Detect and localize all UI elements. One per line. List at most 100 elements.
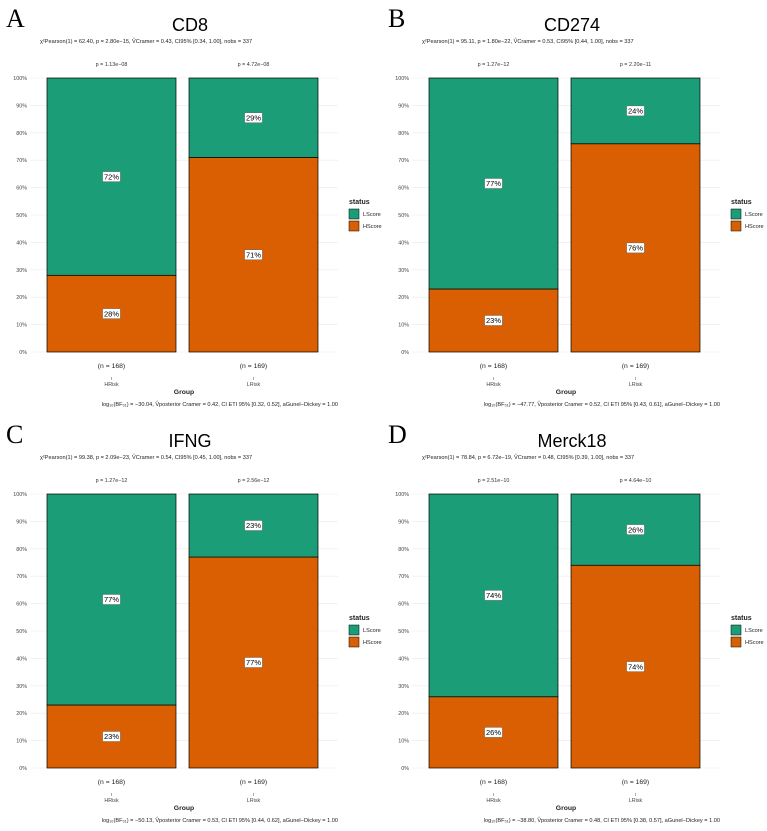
data-label: 29% [246, 113, 261, 122]
y-tick-label: 10% [398, 323, 409, 329]
chart-footer: log₁₀(BF₀₁) = −50.13, V̂posterior Cramer… [102, 817, 338, 824]
panel-letter: A [6, 4, 25, 33]
y-tick-label: 100% [395, 76, 409, 82]
data-label: 74% [486, 591, 501, 600]
data-label-box [626, 242, 645, 254]
y-tick-label: 60% [16, 602, 27, 608]
p-value-label: p = 1.27e−12 [478, 62, 510, 68]
x-axis-title: Group [556, 389, 576, 396]
data-label: 23% [104, 732, 119, 741]
data-label: 71% [246, 250, 261, 259]
data-label: 77% [486, 179, 501, 188]
p-value-label: p = 4.72e−08 [238, 62, 270, 68]
y-tick-label: 70% [16, 574, 27, 580]
chart-subtitle: χ²Pearson(1) = 78.84, p = 6.72e−19, V̂Cr… [422, 454, 634, 461]
y-tick-label: 20% [398, 711, 409, 717]
data-label: 76% [628, 244, 643, 253]
y-tick-label: 10% [16, 323, 27, 329]
p-value-label: p = 2.51e−10 [478, 478, 510, 484]
chart-title: Merck18 [537, 431, 606, 451]
data-label: 23% [246, 521, 261, 530]
y-tick-label: 100% [13, 76, 27, 82]
y-tick-label: 0% [19, 350, 27, 356]
panel-letter: D [388, 420, 407, 449]
legend-title: status [731, 199, 752, 206]
x-axis-title: Group [556, 805, 576, 812]
legend-swatch-hscore [348, 636, 360, 648]
legend-swatch-lscore [348, 624, 360, 636]
n-label: (n = 168) [480, 363, 507, 370]
legend-title: status [731, 615, 752, 622]
data-label: 77% [246, 658, 261, 667]
panel-d: D Merck18 χ²Pearson(1) = 78.84, p = 6.72e−… [388, 420, 764, 824]
data-label-box [244, 520, 263, 531]
y-tick-label: 50% [16, 629, 27, 635]
y-tick-label: 70% [16, 158, 27, 164]
data-label-box [626, 661, 645, 672]
chart-footer: log₁₀(BF₀₁) = −38.80, V̂posterior Cramer… [484, 817, 720, 824]
data-label-box [484, 178, 503, 189]
y-tick-label: 80% [16, 547, 27, 553]
legend-swatch-lscore [348, 208, 360, 220]
data-label-box [102, 308, 121, 319]
data-label-box [484, 727, 503, 738]
data-label-box [102, 731, 121, 742]
y-tick-label: 40% [16, 656, 27, 662]
chart-subtitle: χ²Pearson(1) = 99.38, p = 2.09e−23, V̂Cr… [40, 454, 252, 461]
legend-label-hscore: HScore [363, 640, 382, 646]
data-label-box [102, 171, 121, 182]
chart-title: IFNG [169, 431, 212, 451]
x-tick-label: HRisk [104, 382, 119, 388]
x-tick-label: LRisk [247, 798, 261, 804]
p-value-label: p = 2.56e−12 [238, 478, 270, 484]
n-label: (n = 169) [240, 779, 267, 786]
p-value-label: p = 2.20e−11 [620, 62, 651, 68]
y-tick-label: 10% [16, 739, 27, 745]
legend-label-lscore: LScore [363, 212, 381, 218]
legend-title: status [349, 615, 370, 622]
legend: status LScore HScore [348, 199, 382, 232]
x-axis-title: Group [174, 389, 194, 396]
y-tick-label: 50% [398, 629, 409, 635]
y-tick-label: 30% [398, 684, 409, 690]
chart-subtitle: χ²Pearson(1) = 95.11, p = 1.80e−22, V̂Cr… [422, 38, 634, 45]
data-label: 28% [104, 309, 119, 318]
y-tick-label: 100% [395, 492, 409, 498]
n-label: (n = 169) [622, 363, 649, 370]
data-label: 23% [486, 316, 501, 325]
y-tick-label: 30% [16, 684, 27, 690]
data-label: 24% [628, 107, 643, 116]
y-tick-label: 80% [16, 131, 27, 137]
panel-letter: B [388, 4, 405, 33]
legend-label-hscore: HScore [745, 640, 764, 646]
data-label-box [484, 315, 503, 326]
legend-swatch-lscore [730, 624, 742, 636]
legend-label-lscore: LScore [745, 628, 763, 634]
legend-swatch-lscore [730, 208, 742, 220]
n-label: (n = 168) [480, 779, 507, 786]
data-label-box [244, 249, 263, 260]
y-tick-label: 90% [16, 519, 27, 525]
y-tick-label: 40% [398, 656, 409, 662]
y-tick-label: 30% [398, 268, 409, 274]
y-tick-label: 60% [16, 186, 27, 192]
x-axis-title: Group [174, 805, 194, 812]
y-tick-label: 50% [16, 213, 27, 219]
data-label: 26% [486, 728, 501, 737]
y-tick-label: 40% [16, 240, 27, 246]
legend: status LScore HScore [730, 199, 764, 232]
data-label: 77% [104, 595, 119, 604]
x-tick-label: HRisk [486, 382, 501, 388]
data-label-box [484, 590, 503, 601]
y-tick-label: 70% [398, 158, 409, 164]
chart-subtitle: χ²Pearson(1) = 62.40, p = 2.80e−15, V̂Cr… [40, 38, 252, 45]
data-label-box [626, 524, 645, 535]
x-tick-label: HRisk [486, 798, 501, 804]
y-tick-label: 20% [16, 711, 27, 717]
legend-label-lscore: LScore [363, 628, 381, 634]
data-label: 74% [628, 662, 643, 671]
chart-title: CD274 [544, 15, 600, 35]
p-value-label: p = 1.13e−08 [96, 62, 128, 68]
y-tick-label: 90% [398, 519, 409, 525]
